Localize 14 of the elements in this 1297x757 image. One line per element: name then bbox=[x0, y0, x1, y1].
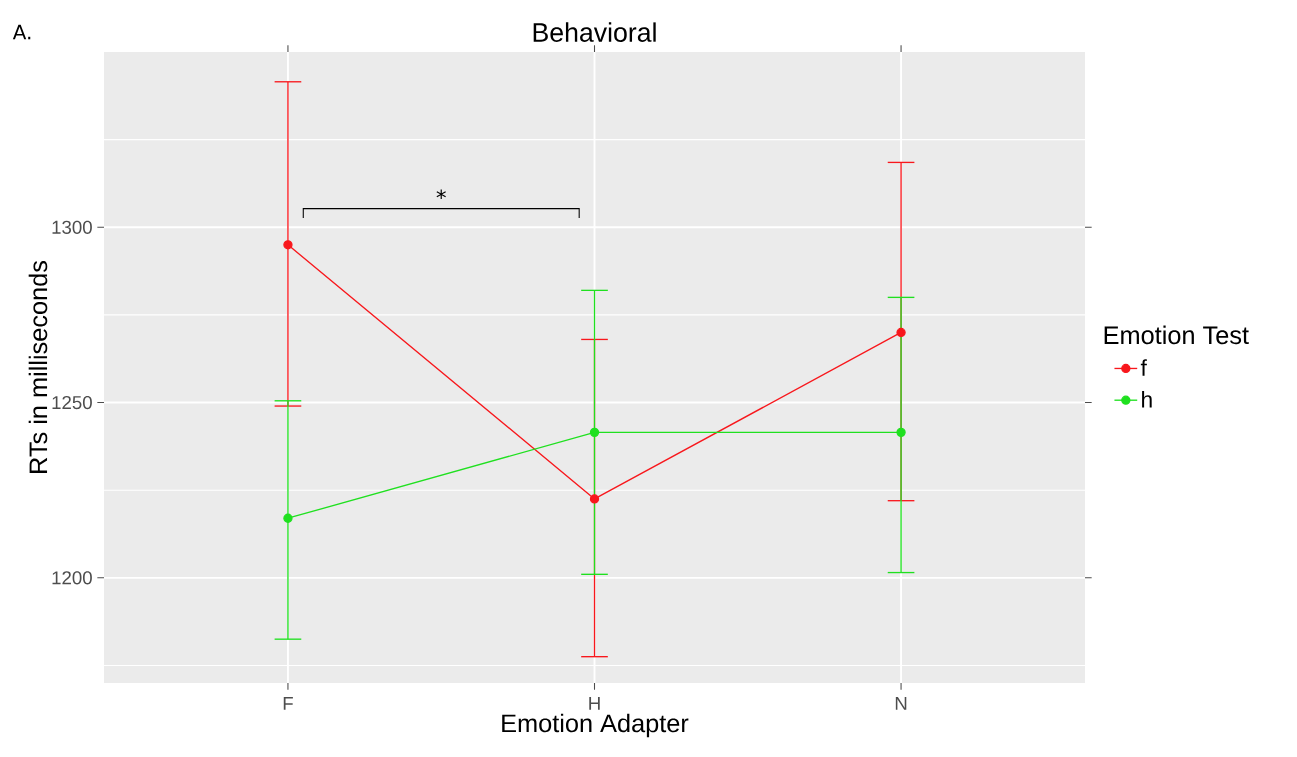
text: A. bbox=[12, 24, 31, 40]
y-tick-label: 1300 bbox=[52, 220, 92, 234]
y-tick-label: 1200 bbox=[52, 571, 92, 585]
x-tick-label: N bbox=[895, 697, 907, 710]
x-axis-title: Emotion Adapter bbox=[502, 713, 689, 738]
x-tick-label: F bbox=[283, 697, 293, 710]
legend-title: Emotion Test bbox=[1104, 325, 1249, 345]
y-tick-label: 1250 bbox=[52, 395, 92, 410]
chart-title: Behavioral bbox=[533, 22, 656, 42]
legend-label: f bbox=[1140, 359, 1147, 376]
legend-label: h bbox=[1142, 391, 1152, 408]
x-tick-label: H bbox=[589, 697, 600, 710]
y-axis-title: RTs in milliseconds bbox=[28, 261, 48, 473]
annotation: * bbox=[436, 189, 446, 200]
